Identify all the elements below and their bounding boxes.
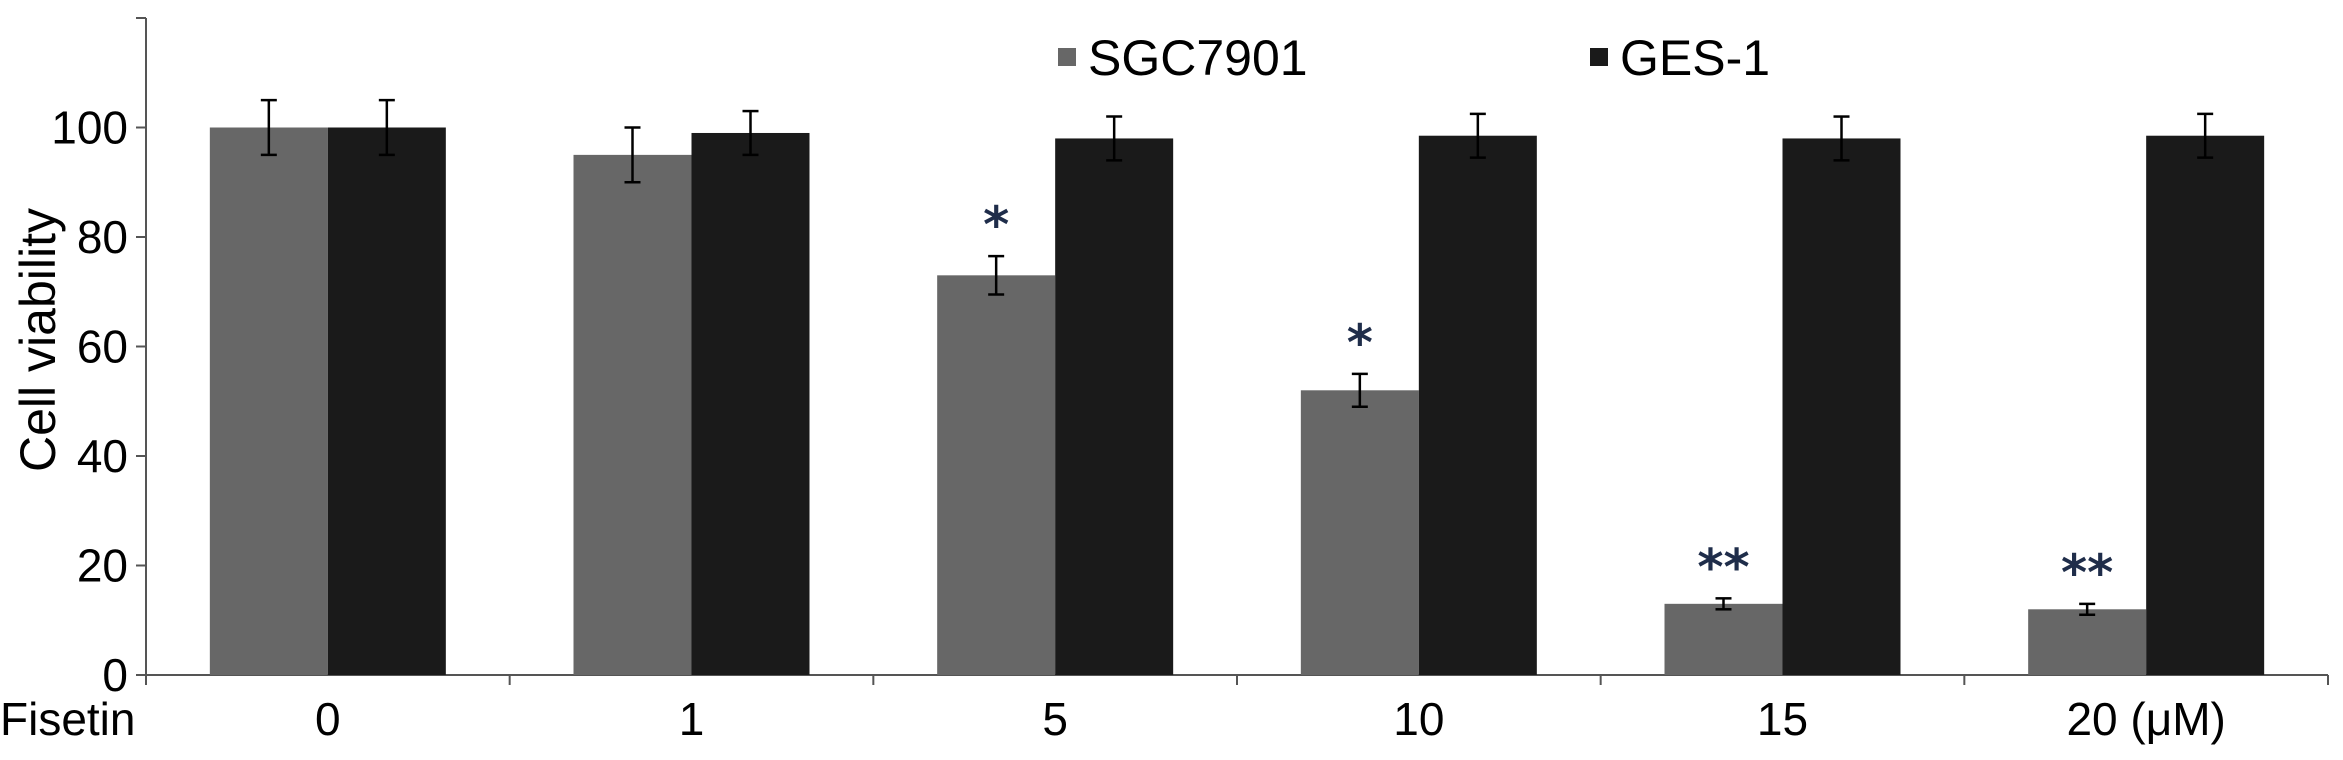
x-tick-label: 20 (μM) bbox=[2066, 693, 2225, 745]
y-tick-label: 100 bbox=[51, 102, 128, 154]
legend-swatch-ges-1 bbox=[1590, 48, 1608, 66]
y-tick-label: 0 bbox=[102, 649, 128, 701]
significance-marker: ** bbox=[1697, 538, 1749, 596]
bar-sgc7901-5 bbox=[2028, 609, 2147, 675]
y-tick-label: 60 bbox=[77, 321, 128, 373]
legend-label-ges-1: GES-1 bbox=[1620, 30, 1770, 86]
bar-ges-1-2 bbox=[1055, 138, 1174, 675]
significance-marker: * bbox=[983, 196, 1009, 254]
bars bbox=[209, 127, 2265, 676]
bar-ges-1-3 bbox=[1418, 135, 1537, 675]
x-tick-label: 5 bbox=[1042, 693, 1068, 745]
x-prefix-label: Fisetin bbox=[0, 693, 135, 745]
bar-sgc7901-0 bbox=[209, 127, 328, 675]
bar-ges-1-0 bbox=[327, 127, 446, 675]
bar-ges-1-5 bbox=[2146, 135, 2265, 675]
bar-ges-1-4 bbox=[1782, 138, 1901, 675]
y-tick-label: 20 bbox=[77, 540, 128, 592]
bar-sgc7901-4 bbox=[1664, 603, 1783, 675]
bar-sgc7901-3 bbox=[1300, 390, 1419, 675]
significance-marker: ** bbox=[2061, 544, 2113, 602]
x-tick-labels: 0 1 5 10 15 20 (μM) bbox=[315, 693, 2226, 745]
x-tick-label: 15 bbox=[1757, 693, 1808, 745]
legend-swatch-sgc7901 bbox=[1058, 48, 1076, 66]
significance-annotations: **** ** bbox=[983, 196, 2113, 602]
bar-sgc7901-1 bbox=[573, 154, 692, 675]
error-bars bbox=[260, 98, 2214, 617]
x-tick-label: 10 bbox=[1393, 693, 1444, 745]
y-axis-title: Cell viability bbox=[10, 208, 66, 472]
significance-marker: * bbox=[1347, 314, 1373, 372]
x-tick-label: 1 bbox=[679, 693, 705, 745]
x-tick-label: 0 bbox=[315, 693, 341, 745]
bar-ges-1-1 bbox=[691, 132, 810, 676]
y-ticks: 0 20 40 60 80 100 bbox=[51, 17, 146, 701]
y-tick-label: 80 bbox=[77, 211, 128, 263]
axes bbox=[145, 18, 2329, 685]
bar-sgc7901-2 bbox=[937, 275, 1056, 675]
legend-label-sgc7901: SGC7901 bbox=[1088, 30, 1308, 86]
legend: SGC7901 GES-1 bbox=[1058, 30, 1770, 86]
y-tick-label: 40 bbox=[77, 430, 128, 482]
